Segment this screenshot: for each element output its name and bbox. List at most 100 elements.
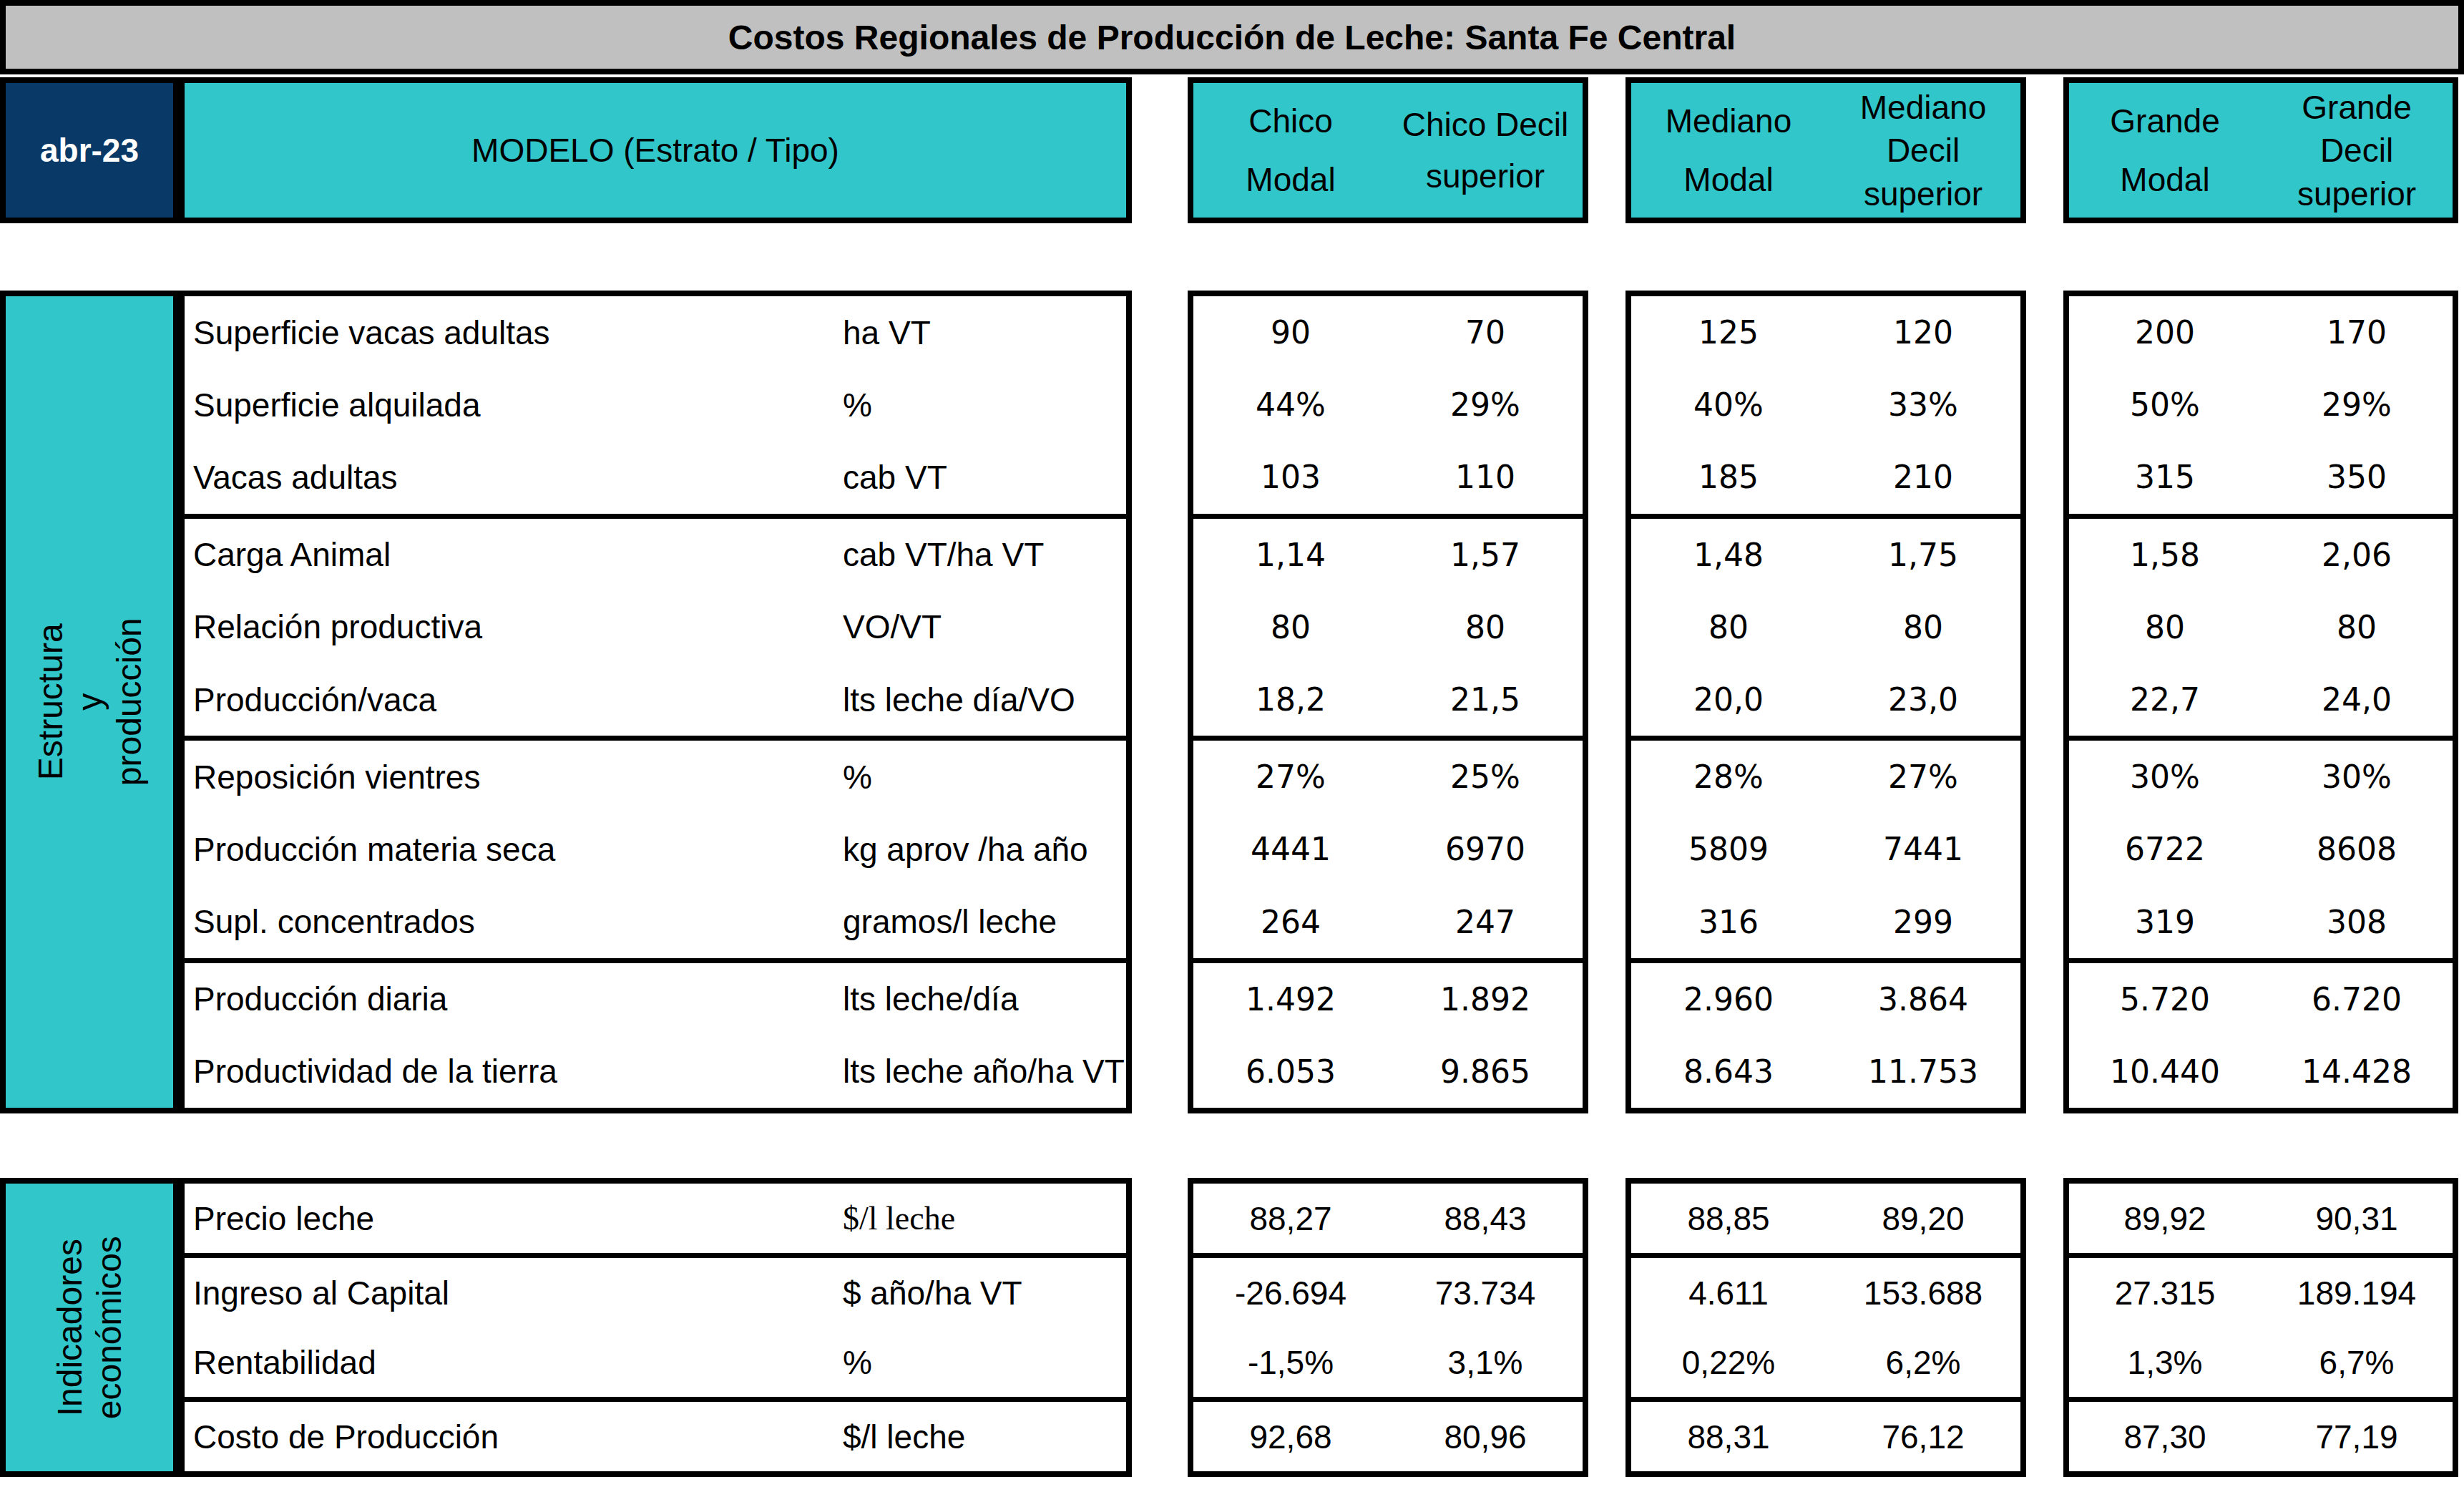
value-cell: 6970	[1388, 831, 1583, 867]
value-cell: -1,5%	[1193, 1343, 1388, 1382]
value-cell: 90	[1193, 314, 1388, 351]
table-row: 50%29%	[2069, 369, 2453, 441]
value-cell: 40%	[1631, 386, 1826, 423]
modal-column-header: GrandeModal	[2069, 83, 2261, 218]
value-cell: 5.720	[2069, 981, 2261, 1018]
table-row: 88,2788,43	[1193, 1184, 1583, 1253]
value-cell: 5809	[1631, 831, 1826, 867]
row-label: Productividad de la tierra	[185, 1052, 557, 1091]
row-label: Rentabilidad	[185, 1343, 376, 1382]
section-label: Indicadores económicos	[0, 1178, 179, 1477]
value-group: -26.69473.734-1,5%3,1%	[1193, 1253, 1583, 1397]
value-cell: 4.611	[1631, 1274, 1826, 1312]
table-row: Producción diarialts leche/día	[185, 963, 1126, 1035]
table-row: 316299	[1631, 885, 2020, 957]
value-cell: 185	[1631, 459, 1826, 495]
table-row: Carga Animal cab VT/ha VT	[185, 519, 1126, 591]
table-row: 1,481,75	[1631, 519, 2020, 591]
header-line: Mediano	[1860, 88, 1986, 127]
value-cell: 316	[1631, 904, 1826, 940]
value-group: 907044%29%103110	[1193, 296, 1583, 514]
value-cell: 22,7	[2069, 681, 2261, 718]
table-row: 40%33%	[1631, 369, 2020, 441]
value-group: 1,141,57808018,221,5	[1193, 514, 1583, 736]
values-box-chico: 907044%29%1031101,141,57808018,221,527%2…	[1188, 291, 1588, 1113]
table-row: 185210	[1631, 441, 2020, 513]
table-row: 125120	[1631, 296, 2020, 369]
value-cell: 120	[1826, 314, 2020, 351]
value-group: 88,2788,43	[1193, 1184, 1583, 1253]
row-group: Producción diarialts leche/día Productivi…	[185, 958, 1126, 1108]
table-row: 8080	[1193, 591, 1583, 663]
values-box-chico: 88,2788,43-26.69473.734-1,5%3,1%92,6880,…	[1188, 1178, 1588, 1477]
table-row: 20,023,0	[1631, 663, 2020, 736]
row-label: Carga Animal	[185, 535, 391, 574]
table-row: -26.69473.734	[1193, 1258, 1583, 1327]
value-cell: -26.694	[1193, 1274, 1388, 1312]
value-cell: 1,3%	[2069, 1343, 2261, 1382]
value-cell: 350	[2261, 459, 2453, 495]
value-cell: 88,85	[1631, 1199, 1826, 1238]
table-row: 2.9603.864	[1631, 963, 2020, 1035]
value-cell: 88,31	[1631, 1418, 1826, 1456]
value-cell: 6722	[2069, 831, 2261, 867]
value-cell: 6.053	[1193, 1053, 1388, 1090]
value-cell: 247	[1388, 904, 1583, 940]
value-group: 12512040%33%185210	[1631, 296, 2020, 514]
column-group-header-chico: ChicoModalChico Decilsuperior	[1188, 77, 1588, 223]
column-group-header-grande: GrandeModalGrandeDecilsuperior	[2063, 77, 2458, 223]
table-row: 315350	[2069, 441, 2453, 513]
header-line: Modal	[1683, 160, 1773, 199]
table-row: Ingreso al Capital$ año/ha VT	[185, 1258, 1126, 1327]
table-row: 27%25%	[1193, 741, 1583, 813]
row-unit: cab VT	[843, 458, 947, 497]
value-cell: 88,43	[1388, 1199, 1583, 1238]
table-row: 44416970	[1193, 813, 1583, 885]
value-cell: 9.865	[1388, 1053, 1583, 1090]
value-group: 2.9603.8648.64311.753	[1631, 958, 2020, 1108]
value-cell: 89,20	[1826, 1199, 2020, 1238]
value-cell: 73.734	[1388, 1274, 1583, 1312]
value-group: 28%27%58097441316299	[1631, 736, 2020, 958]
row-label: Ingreso al Capital	[185, 1274, 449, 1312]
value-cell: 30%	[2069, 759, 2261, 795]
value-cell: 264	[1193, 904, 1388, 940]
row-unit: lts leche año/ha VT	[843, 1052, 1125, 1091]
value-cell: 319	[2069, 904, 2261, 940]
value-cell: 170	[2261, 314, 2453, 351]
row-group: Reposición vientres%Producción materia s…	[185, 736, 1126, 958]
row-unit: cab VT/ha VT	[843, 535, 1044, 574]
table-row: 1,3%6,7%	[2069, 1327, 2453, 1397]
value-cell: 103	[1193, 459, 1388, 495]
value-cell: 153.688	[1826, 1274, 2020, 1312]
value-cell: 1,14	[1193, 537, 1388, 573]
value-cell: 6.720	[2261, 981, 2453, 1018]
value-group: 4.611153.6880,22%6,2%	[1631, 1253, 2020, 1397]
header-line: Decil	[2320, 131, 2393, 170]
page-title: Costos Regionales de Producción de Leche…	[728, 18, 1736, 57]
value-cell: 189.194	[2261, 1274, 2453, 1312]
table-row: 87,3077,19	[2069, 1402, 2453, 1471]
value-cell: 80	[1388, 609, 1583, 645]
value-cell: 27%	[1826, 759, 2020, 795]
value-cell: 80	[1631, 609, 1826, 645]
header-line: Chico	[1248, 102, 1333, 140]
value-cell: 44%	[1193, 386, 1388, 423]
value-cell: 76,12	[1826, 1418, 2020, 1456]
value-cell: 6,2%	[1826, 1343, 2020, 1382]
value-group: 5.7206.72010.44014.428	[2069, 958, 2453, 1108]
value-cell: 14.428	[2261, 1053, 2453, 1090]
table-row: 319308	[2069, 885, 2453, 957]
column-group-header-mediano: MedianoModalMedianoDecilsuperior	[1625, 77, 2026, 223]
value-cell: 6,7%	[2261, 1343, 2453, 1382]
row-label: Producción materia seca	[185, 830, 555, 869]
value-group: 27.315189.1941,3%6,7%	[2069, 1253, 2453, 1397]
value-cell: 90,31	[2261, 1199, 2453, 1238]
value-group: 88,8589,20	[1631, 1184, 2020, 1253]
table-row: 1,582,06	[2069, 519, 2453, 591]
title-bar: Costos Regionales de Producción de Leche…	[0, 0, 2464, 74]
table-row: 1.4921.892	[1193, 963, 1583, 1035]
row-group: Carga Animalcab VT/ha VTRelación product…	[185, 514, 1126, 736]
model-header-label: MODELO (Estrato / Tipo)	[471, 131, 839, 170]
table-row: 8080	[2069, 591, 2453, 663]
